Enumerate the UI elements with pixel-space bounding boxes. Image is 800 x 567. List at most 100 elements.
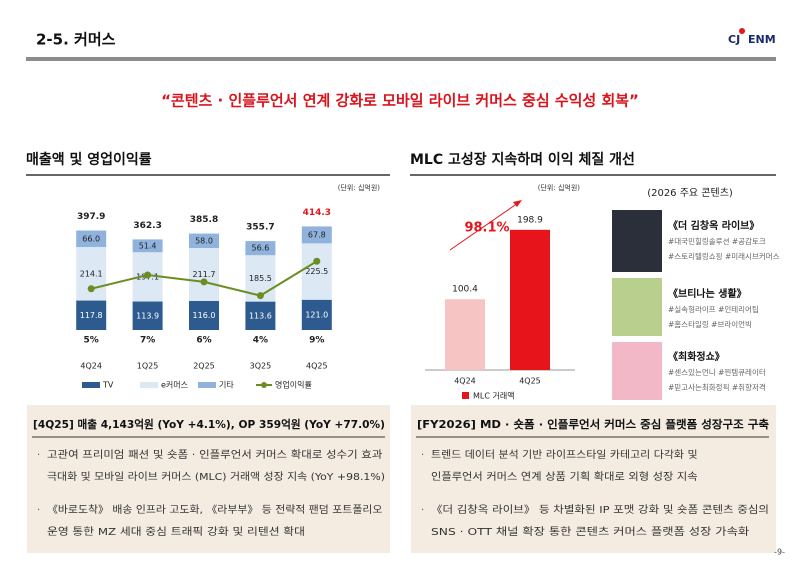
total-label: 414.3 <box>303 208 331 218</box>
bullet-dot: · <box>37 450 40 461</box>
total-label: 355.7 <box>246 223 274 233</box>
header-rule <box>26 57 776 61</box>
margin-label: 4% <box>253 336 268 346</box>
bullet-text: 인플루언서 커머스 연계 상품 기획 확대로 외형 성장 지속 <box>431 471 698 483</box>
contents-title: (2026 주요 콘텐츠) <box>647 187 733 199</box>
total-label: 397.9 <box>77 212 105 222</box>
bar-label: 51.4 <box>139 241 157 250</box>
content-tags: #믿고사는최화정픽 #취향저격 <box>668 382 766 392</box>
legend-label: e커머스 <box>161 381 188 390</box>
legend-label: 영업이익률 <box>275 380 312 390</box>
bar-label: 66.0 <box>82 234 100 243</box>
content-title: 《최화정쇼》 <box>668 350 725 363</box>
legend-label: MLC 거래액 <box>473 391 515 401</box>
x-tick-label: 2Q25 <box>193 362 215 371</box>
x-tick-label: 4Q24 <box>454 377 476 386</box>
x-tick-label: 3Q25 <box>250 362 272 371</box>
bullet-text: 《더 김창옥 라이브》 등 차별화된 IP 포맷 강화 및 숏폼 콘텐츠 중심의 <box>431 504 769 516</box>
margin-label: 9% <box>309 336 324 346</box>
legend-swatch <box>198 382 216 388</box>
legend-swatch <box>462 392 469 399</box>
bar-segment <box>189 233 219 249</box>
bullet-text: 운영 통한 MZ 세대 중심 트래픽 강화 및 리텐션 확대 <box>47 526 305 538</box>
section-title: 매출액 및 영업이익률 <box>26 151 152 168</box>
summary-box <box>27 405 390 553</box>
bar-label: 117.8 <box>80 311 103 320</box>
x-tick-label: 4Q24 <box>80 362 102 371</box>
total-label: 385.8 <box>190 215 218 225</box>
box-title: [FY2026] MD · 숏폼 · 인플루언서 커머스 중심 플랫폼 성장구조… <box>417 417 769 431</box>
arrow-head <box>513 200 522 207</box>
x-tick-label: 1Q25 <box>137 362 159 371</box>
margin-label: 7% <box>140 336 155 346</box>
margin-point <box>200 278 208 286</box>
bullet-dot: · <box>37 505 40 516</box>
growth-arrow <box>449 202 519 251</box>
legend-swatch <box>261 382 267 388</box>
bar-label: 58.0 <box>195 236 213 245</box>
legend-swatch <box>82 382 100 388</box>
content-tags: #실속형라이프 #인테리어팁 <box>668 304 759 314</box>
bar-label: 56.6 <box>251 244 269 253</box>
content-tags: #홈스타일링 #브라이언빅 <box>668 319 752 329</box>
logo-enm: ENM <box>748 33 776 46</box>
bar-segment <box>245 241 276 256</box>
bullet-text: 극대화 및 모바일 라이브 커머스 (MLC) 거래액 성장 지속 (YoY +… <box>47 471 385 483</box>
thumbnail <box>612 278 662 336</box>
bar-label: 214.1 <box>80 269 103 278</box>
margin-point <box>313 257 321 265</box>
bar <box>510 229 550 370</box>
bar-label: 116.0 <box>193 311 216 320</box>
total-label: 362.3 <box>133 221 161 231</box>
thumbnail <box>612 342 662 400</box>
bar-segment <box>301 243 332 300</box>
margin-label: 6% <box>196 336 211 346</box>
bullet-text: 고관여 프리미엄 패션 및 숏폼 · 인플루언서 커머스 확대로 성수기 효과 <box>47 449 382 461</box>
bar-label: 121.0 <box>305 310 328 319</box>
legend-label: 기타 <box>219 381 234 390</box>
bullet-text: SNS · OTT 채널 확장 통한 콘텐츠 커머스 플랫폼 성장 가속화 <box>431 526 749 538</box>
content-tags: #센스있는언니 #찐템큐레이터 <box>668 367 766 377</box>
legend-label: TV <box>102 381 114 390</box>
bar-label: 113.9 <box>136 311 159 320</box>
bar-segment <box>301 299 332 330</box>
bullet-text: 트렌드 데이터 분석 기반 라이프스타일 카테고리 다각화 및 <box>431 449 698 461</box>
bar-segment <box>76 230 107 248</box>
section-title: MLC 고성장 지속하며 이익 체질 개선 <box>410 151 635 168</box>
content-tags: #대국민힐링솔루션 #공감토크 <box>668 236 766 246</box>
bar-segment <box>301 226 332 244</box>
bullet-text: 《바로도착》 배송 인프라 고도화, 《라부부》 등 전략적 팬덤 포트폴리오 <box>47 504 382 516</box>
bar-label: 67.8 <box>308 230 326 239</box>
margin-label: 5% <box>84 336 99 346</box>
unit-label: (단위: 십억원) <box>538 183 581 192</box>
bar-label: 211.7 <box>193 270 216 279</box>
bullet-dot: · <box>421 450 424 461</box>
summary-box <box>411 405 776 553</box>
headline: “콘텐츠 · 인플루언서 연계 강화로 모바일 라이브 커머스 중심 수익성 회… <box>161 92 639 110</box>
thumbnail <box>612 210 662 272</box>
bar-label: 185.5 <box>249 274 272 283</box>
page-title: 2-5. 커머스 <box>36 31 116 49</box>
bar-label: 225.5 <box>305 267 328 276</box>
margin-point <box>144 271 152 279</box>
bar-label: 198.9 <box>517 215 543 225</box>
bar-segment <box>132 239 163 253</box>
content-title: 《더 김창옥 라이브》 <box>668 219 759 232</box>
bar-label: 113.6 <box>249 311 272 320</box>
bullet-dot: · <box>421 505 424 516</box>
content-tags: #스토리텔링쇼핑 #미래시브커머스 <box>668 251 780 261</box>
x-tick-label: 4Q25 <box>306 362 328 371</box>
bar-segment <box>245 301 276 330</box>
margin-point <box>256 292 264 300</box>
bar <box>445 299 485 370</box>
bar-label: 100.4 <box>452 285 478 295</box>
unit-label: (단위: 십억원) <box>338 183 381 192</box>
bar-segment <box>132 301 163 330</box>
x-tick-label: 4Q25 <box>519 377 541 386</box>
box-title: [4Q25] 매출 4,143억원 (YoY +4.1%), OP 359억원 … <box>33 417 385 431</box>
bar-segment <box>189 248 219 301</box>
bar-segment <box>76 300 107 330</box>
margin-point <box>87 285 95 293</box>
